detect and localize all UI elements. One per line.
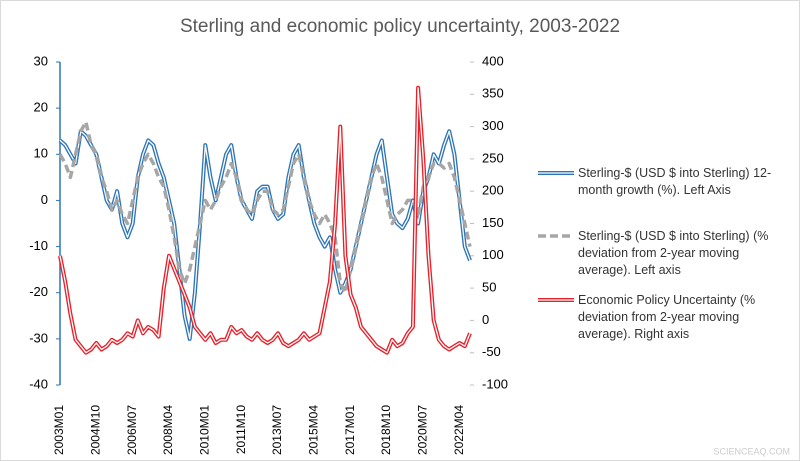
legend-label: Sterling-$ (USD $ into Sterling) 12-mont… [578,166,772,197]
y2-tick-label: 200 [482,183,504,198]
y-tick-label: 30 [34,53,48,68]
y-tick-label: -10 [29,238,48,253]
x-tick-label: 2003M01 [52,405,66,455]
y2-tick-label: 350 [482,86,504,101]
y2-tick-label: 100 [482,247,504,262]
series-line-inner [59,87,471,354]
series-line-inner [59,130,471,340]
y2-tick-label: 400 [482,53,504,68]
y-tick-label: 10 [34,146,48,161]
legend-label: Sterling-$ (USD $ into Sterling) (% devi… [578,229,769,277]
y-tick-label: 20 [34,100,48,115]
y2-tick-label: -100 [482,376,508,391]
x-tick-label: 2020M07 [415,405,429,455]
x-tick-label: 2018M10 [379,405,393,455]
x-tick-label: 2011M10 [234,405,248,454]
x-tick-label: 2010M01 [197,405,211,455]
x-tick-label: 2013M07 [270,405,284,455]
y2-tick-label: 300 [482,118,504,133]
legend-label: Economic Policy Uncertainty (% deviation… [578,293,756,341]
y2-tick-label: 250 [482,150,504,165]
y2-tick-label: 50 [482,280,496,295]
watermark: SCIENCEAQ.COM [713,446,790,456]
x-tick-label: 2004M10 [89,405,103,455]
y-tick-label: -40 [29,376,48,391]
x-tick-label: 2008M04 [161,405,175,455]
series-line [58,120,472,295]
chart-title: Sterling and economic policy uncertainty… [180,16,620,37]
y2-tick-label: 0 [482,312,489,327]
x-tick-label: 2017M01 [343,405,357,455]
y-tick-label: -20 [29,284,48,299]
y2-tick-label: -50 [482,344,501,359]
x-tick-label: 2006M07 [125,405,139,455]
y2-tick-label: 150 [482,215,504,230]
y-tick-label: -30 [29,330,48,345]
x-tick-label: 2015M04 [306,405,320,455]
x-tick-label: 2022M04 [452,405,466,455]
y-tick-label: 0 [41,192,48,207]
